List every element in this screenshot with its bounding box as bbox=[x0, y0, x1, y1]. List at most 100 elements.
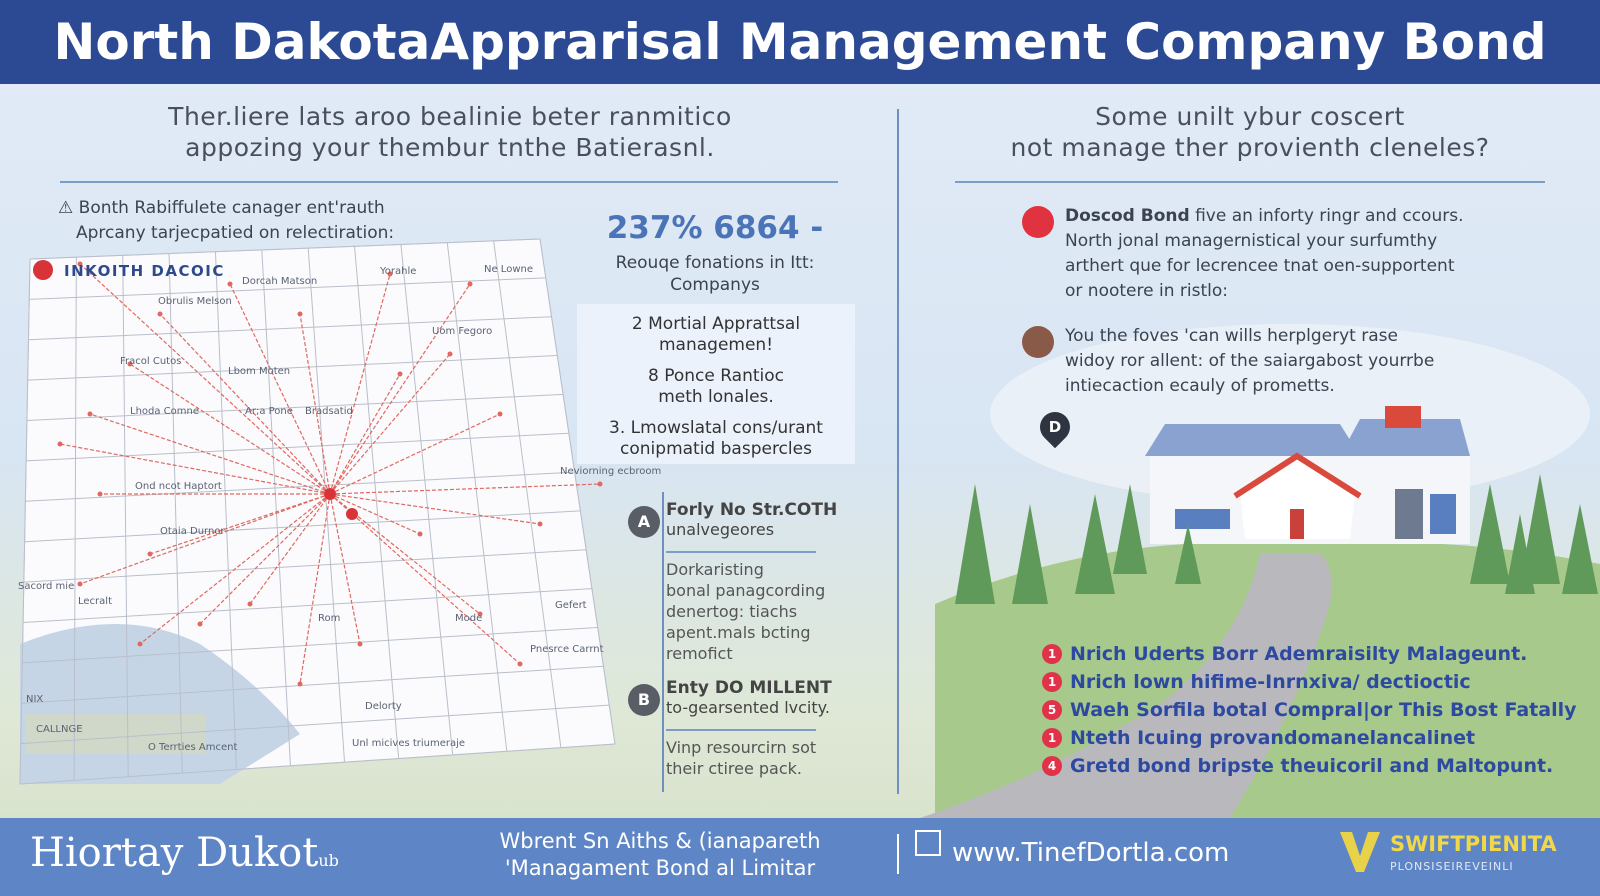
map-route bbox=[79, 263, 331, 495]
rule bbox=[60, 181, 838, 183]
map-route bbox=[249, 493, 331, 605]
map-route bbox=[149, 493, 331, 555]
text-line: apent.mals bcting bbox=[666, 623, 811, 642]
map-point bbox=[157, 311, 163, 317]
text-line: denertog: tiachs bbox=[666, 602, 798, 621]
map-hub bbox=[324, 488, 336, 500]
num-item: 1 Nrich Uderts Borr Ademraisilty Malageun… bbox=[1042, 640, 1582, 668]
scene: INKOITH DACOIC Dorcah Matson Yorahle Ne Low… bbox=[18, 109, 1600, 818]
map-road bbox=[29, 238, 541, 260]
map-route bbox=[329, 283, 471, 495]
map-road bbox=[261, 249, 291, 766]
num-item: 4 Gretd bond bripste theuicoril and Malto… bbox=[1042, 752, 1582, 780]
step-text: Vinp resourcirn sot their ctiree pack. bbox=[666, 729, 816, 779]
map-road bbox=[168, 253, 183, 774]
text-line: Vinp resourcirn sot bbox=[666, 738, 817, 757]
num-text: Gretd bond bripste theuicoril and Maltop… bbox=[1070, 755, 1554, 777]
map-point bbox=[297, 681, 303, 687]
map-road bbox=[354, 246, 400, 759]
item-line: Doscod Bond five an inforty ringr and cc… bbox=[1065, 204, 1560, 229]
num-text: Nteth Icuing provandomanelancalinet bbox=[1070, 727, 1476, 749]
num-badge: 1 bbox=[1042, 644, 1062, 664]
map-road bbox=[26, 393, 564, 422]
map-point bbox=[97, 491, 103, 497]
step-subtitle: unalvegeores bbox=[666, 520, 775, 539]
map-label: INKOITH DACOIC bbox=[64, 262, 225, 280]
num-text: Waeh Sorfila botal Compral|or This Bost … bbox=[1070, 699, 1577, 721]
map-point bbox=[127, 361, 133, 367]
map-route bbox=[199, 493, 331, 625]
map-route bbox=[229, 283, 331, 495]
map-place: Rom bbox=[318, 613, 340, 624]
item-line: 3. Lmowslatal cons/urant bbox=[609, 418, 823, 438]
house-scene bbox=[920, 324, 1600, 818]
map-place: Ar;a Pone bbox=[245, 406, 293, 417]
map-point bbox=[537, 521, 543, 527]
map-point bbox=[357, 641, 363, 647]
map-place: Yorahle bbox=[379, 266, 416, 277]
map-route bbox=[329, 413, 501, 495]
map-road bbox=[19, 258, 31, 785]
map-point bbox=[447, 351, 453, 357]
brand-icon bbox=[1340, 832, 1380, 872]
map-route bbox=[299, 313, 331, 495]
footer-logo: Hiortay Dukotub bbox=[30, 830, 339, 876]
map-place: Lbom Moten bbox=[228, 366, 290, 377]
map-point bbox=[467, 281, 473, 287]
item-line: widoy ror allent: of the saiargabost you… bbox=[1065, 351, 1435, 371]
map-road bbox=[307, 248, 346, 763]
map-road bbox=[539, 238, 616, 745]
step-text: Dorkaristing bonal panagcording denertog: … bbox=[666, 551, 825, 664]
step-title: Forly No Str.COTH bbox=[666, 500, 838, 520]
map-point bbox=[137, 641, 143, 647]
tagline-line: 'Managament Bond al Limitar bbox=[504, 856, 816, 880]
step-badge: B bbox=[628, 684, 660, 716]
map-point bbox=[517, 661, 523, 667]
pin: D bbox=[1033, 405, 1077, 449]
item-line: 2 Mortial Apprattsal bbox=[631, 314, 801, 334]
map-place: Dorcah Matson bbox=[242, 276, 317, 287]
separator bbox=[897, 834, 899, 874]
timeline-step: B Enty DO MILLENT to-gearsented lvcity. Vin… bbox=[628, 678, 880, 779]
num-text: Nrich Uderts Borr Ademraisilty Malageunt… bbox=[1070, 643, 1528, 665]
map-point bbox=[227, 281, 233, 287]
map-point bbox=[397, 371, 403, 377]
map-route bbox=[329, 493, 421, 535]
map-place: Ne Lowne bbox=[484, 264, 533, 275]
item-text: five an inforty ringr and ccours. bbox=[1189, 206, 1464, 226]
map-route bbox=[79, 493, 331, 585]
right-item: You the foves 'can wills herplgeryt rase… bbox=[1020, 324, 1560, 399]
map-point bbox=[87, 411, 93, 417]
map-place: Bradsatid bbox=[305, 406, 353, 417]
left-note: ⚠ Bonth Rabiffulete canager ent'rauth Apr… bbox=[58, 196, 394, 246]
map-place: Fracol Cutos bbox=[120, 356, 181, 367]
map-route bbox=[59, 443, 331, 495]
item-text: You the foves 'can wills herplgeryt rase bbox=[1065, 326, 1398, 346]
map-place: Lecralt bbox=[78, 596, 112, 607]
map-place: Pnesrce Carrnt bbox=[530, 644, 604, 655]
map-place: CALLNGE bbox=[36, 724, 83, 735]
caption-line: Reouqe fonations in Itt: bbox=[615, 253, 815, 273]
text-line: Dorkaristing bbox=[666, 560, 764, 579]
map-road bbox=[26, 432, 569, 462]
map-place: O Terrties Amcent bbox=[148, 742, 237, 753]
heading-line: Ther.liere lats aroo bealinie beter ranm… bbox=[168, 102, 732, 131]
map-point bbox=[247, 601, 253, 607]
map-place: Neviorning ecbroom bbox=[560, 466, 661, 477]
map-route bbox=[329, 483, 601, 495]
map-road bbox=[493, 240, 562, 748]
item-line: meth lonales. bbox=[658, 387, 774, 407]
num-item: 1 Nteth Icuing provandomanelancalinet bbox=[1042, 724, 1582, 752]
stat-caption: Reouqe fonations in Itt: Companys bbox=[575, 252, 855, 296]
map-route bbox=[159, 313, 331, 495]
middle-list: 2 Mortial Apprattsal managemen! 8 Ponce Ra… bbox=[577, 304, 855, 464]
timeline-line bbox=[662, 492, 664, 792]
map-route bbox=[129, 363, 331, 495]
left-heading: Ther.liere lats aroo bealinie beter ranm… bbox=[60, 101, 840, 163]
heading-line: appozing your thembur tnthe Batierasnl. bbox=[185, 133, 715, 162]
map-road bbox=[400, 244, 454, 755]
map-point bbox=[197, 621, 203, 627]
num-item: 1 Nrich lown hifime-Inrnxiva/ dectioctic bbox=[1042, 668, 1582, 696]
step-badge: A bbox=[628, 506, 660, 538]
map-point bbox=[497, 411, 503, 417]
